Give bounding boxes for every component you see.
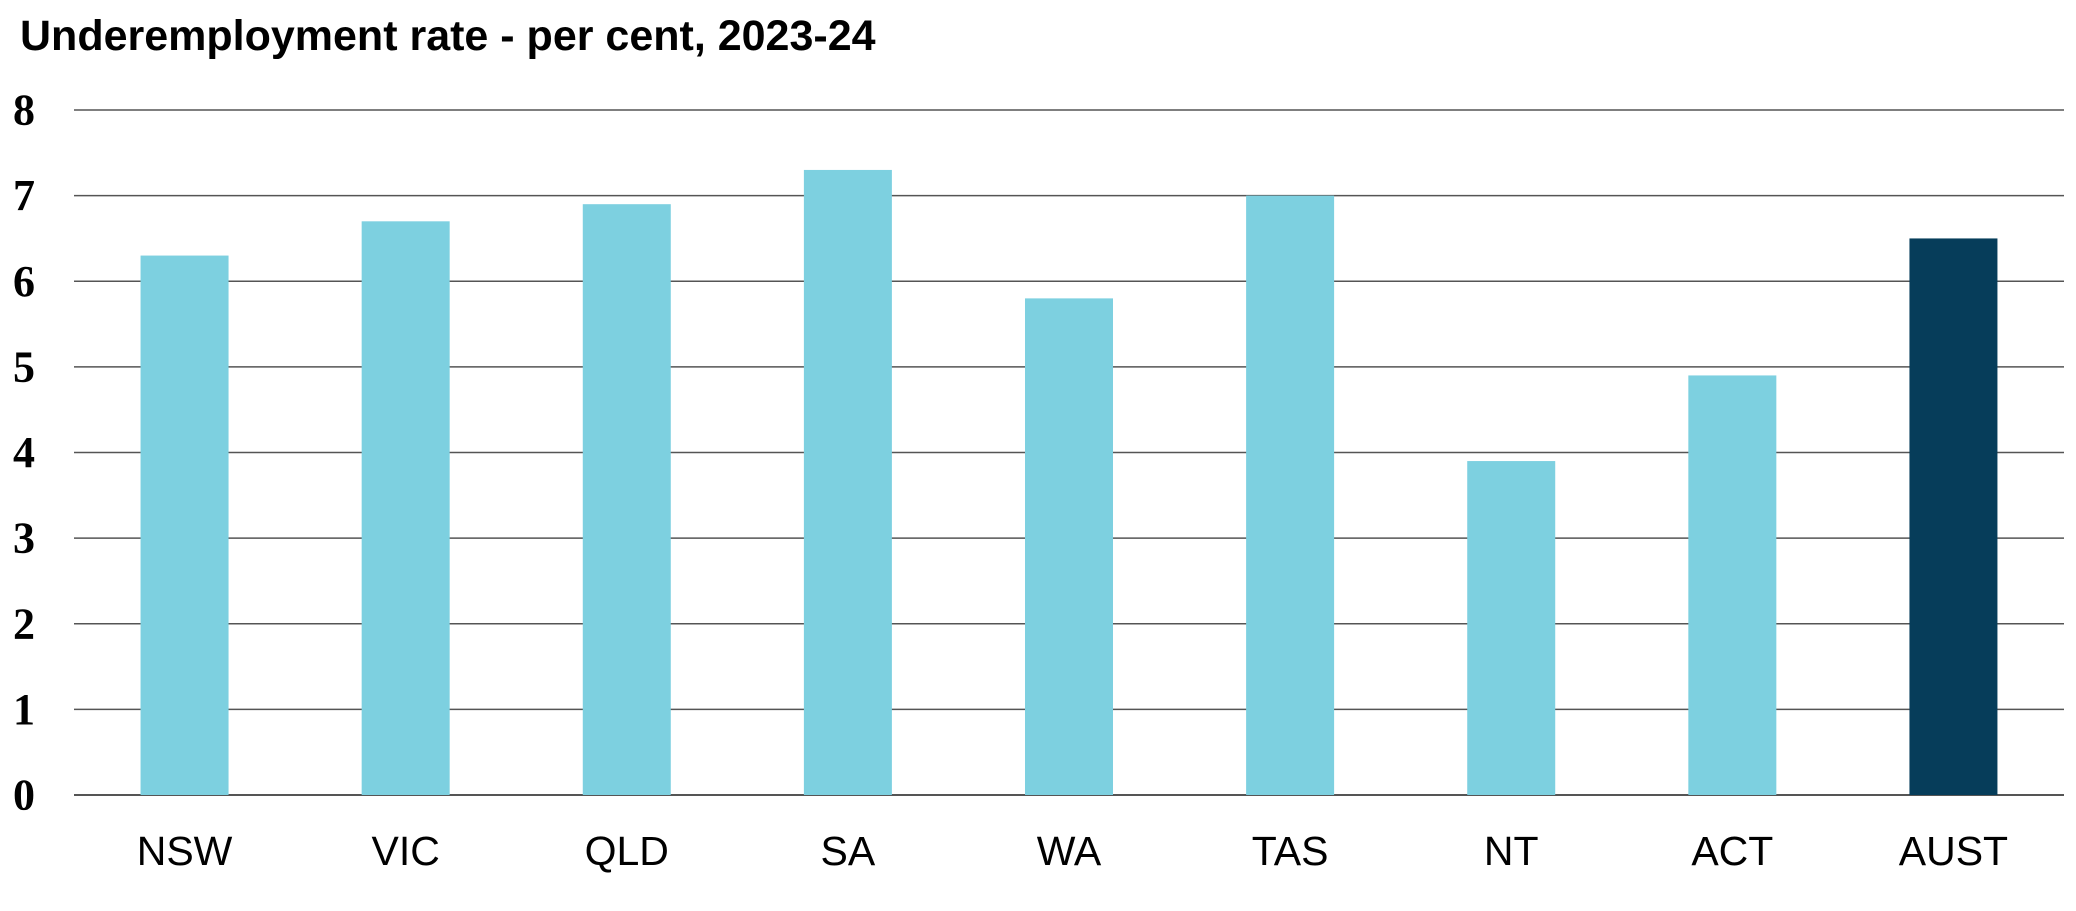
y-tick-label: 0 (13, 771, 35, 820)
y-tick-label: 2 (13, 599, 35, 648)
x-tick-label-tas: TAS (1252, 828, 1329, 874)
x-tick-label-act: ACT (1691, 828, 1773, 874)
x-tick-label-nt: NT (1484, 828, 1539, 874)
bar-wa (1025, 298, 1113, 795)
y-tick-label: 8 (13, 86, 35, 135)
y-axis-ticks: 0 1 2 3 4 5 6 7 8 (13, 86, 35, 820)
x-tick-label-aust: AUST (1899, 828, 2008, 874)
bars (140, 169, 1998, 795)
chart-title: Underemployment rate - per cent, 2023-24 (20, 12, 876, 60)
y-tick-label: 6 (13, 257, 35, 306)
y-tick-label: 3 (13, 514, 35, 563)
x-axis-ticks: NSW VIC QLD SA WA TAS NT ACT AUST (137, 828, 2008, 874)
x-tick-label-sa: SA (821, 828, 876, 874)
y-tick-label: 4 (13, 428, 35, 477)
y-tick-label: 7 (13, 171, 35, 220)
bar-nt (1467, 461, 1556, 795)
x-tick-label-nsw: NSW (137, 828, 233, 874)
y-tick-label: 1 (13, 685, 35, 734)
x-tick-label-wa: WA (1037, 828, 1102, 874)
bar-aust (1909, 238, 1998, 795)
y-tick-label: 5 (13, 342, 35, 391)
bar-tas (1246, 195, 1335, 795)
bar-act (1688, 375, 1777, 795)
bar-sa (803, 169, 892, 795)
bar-vic (361, 221, 450, 795)
bar-qld (582, 204, 671, 795)
bar-nsw (140, 255, 229, 795)
x-tick-label-vic: VIC (371, 828, 439, 874)
x-tick-label-qld: QLD (585, 828, 669, 874)
